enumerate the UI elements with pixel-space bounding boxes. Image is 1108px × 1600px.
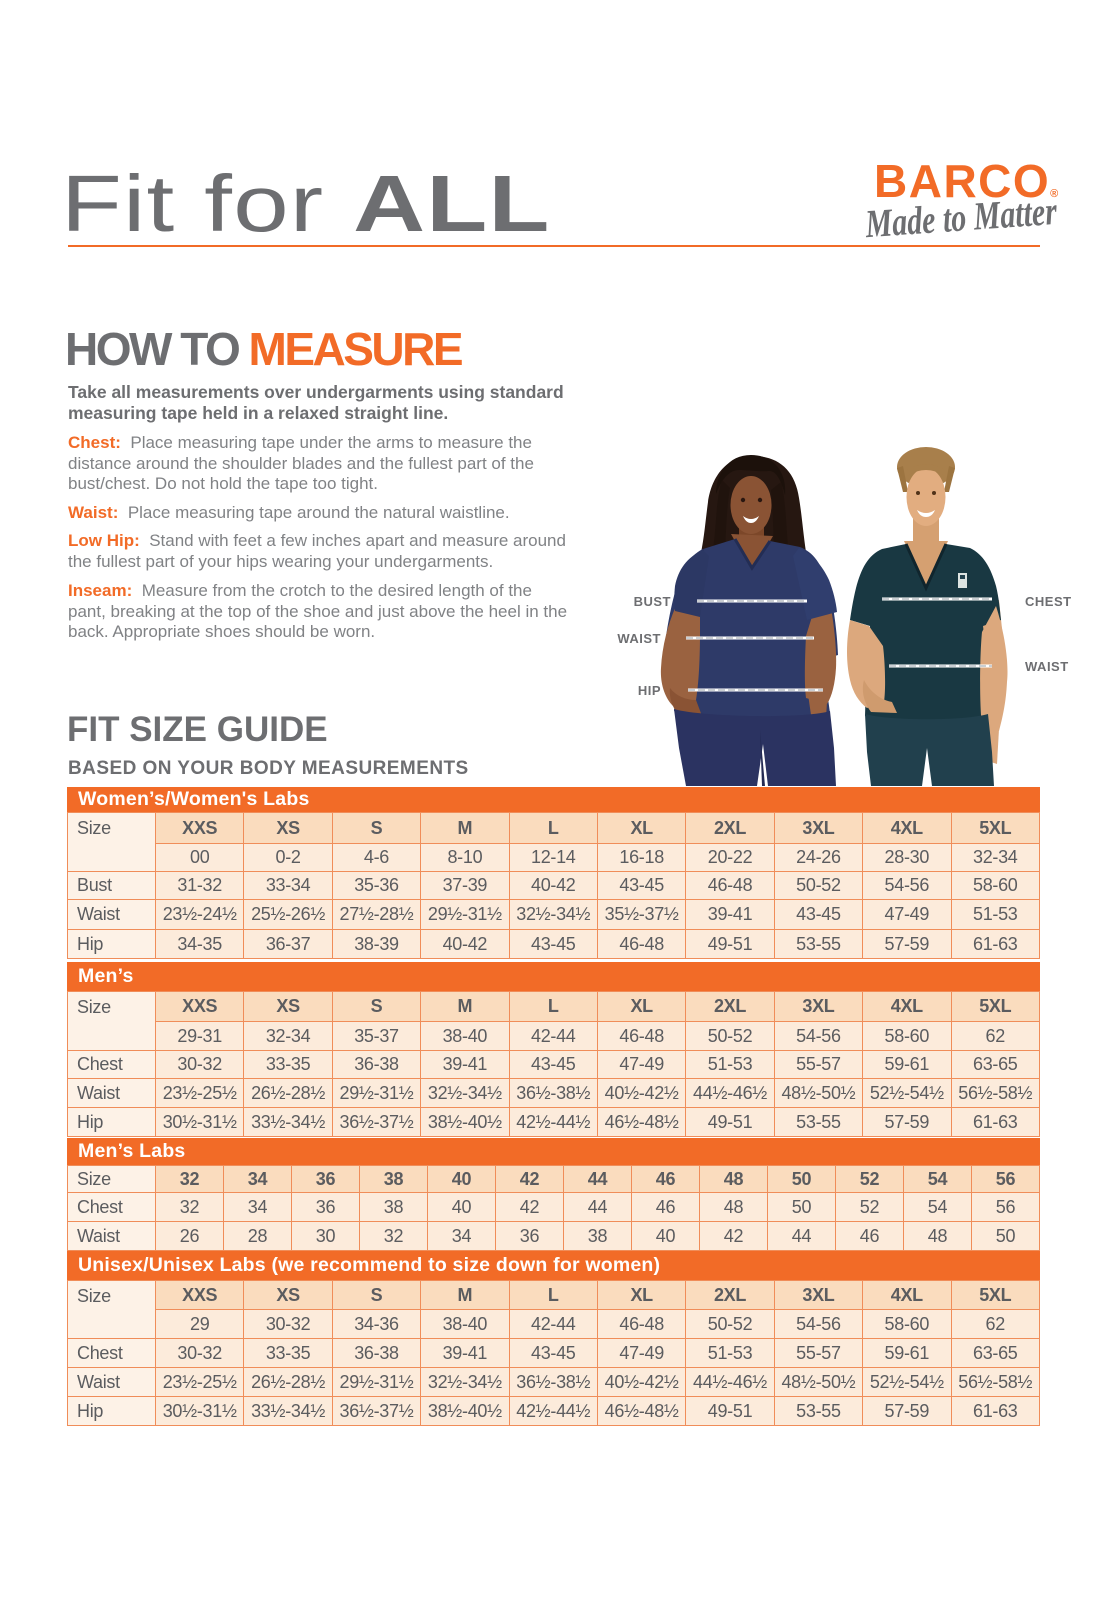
svg-text:WAIST: WAIST [1025, 659, 1069, 674]
svg-text:CHEST: CHEST [1025, 594, 1072, 609]
svg-text:HIP: HIP [638, 683, 661, 698]
svg-text:BUST: BUST [634, 594, 671, 609]
svg-text:WAIST: WAIST [617, 631, 661, 646]
